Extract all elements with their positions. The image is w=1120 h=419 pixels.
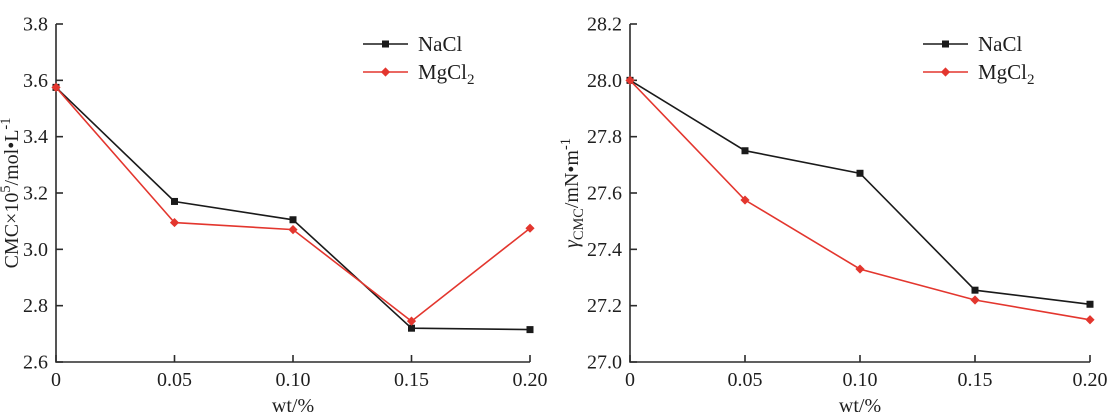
y-tick-label: 27.0 bbox=[587, 352, 622, 374]
series-line bbox=[629, 79, 1091, 321]
y-tick-label: 3.6 bbox=[23, 70, 48, 92]
marker-square bbox=[289, 216, 297, 224]
y-tick-label: 28.0 bbox=[587, 70, 622, 92]
y-tick-label: 3.8 bbox=[23, 14, 48, 36]
marker-diamond bbox=[625, 75, 635, 85]
legend-label: NaCl bbox=[978, 32, 1022, 56]
x-tick-label: 0 bbox=[625, 369, 635, 391]
x-tick-label: 0.10 bbox=[843, 369, 878, 391]
x-axis-label: wt/% bbox=[839, 395, 881, 417]
marker-square bbox=[382, 40, 389, 48]
x-axis-label: wt/% bbox=[272, 395, 314, 417]
marker-square bbox=[171, 197, 178, 205]
marker-diamond bbox=[406, 316, 417, 326]
marker-square bbox=[856, 169, 864, 177]
x-tick-label: 0.20 bbox=[513, 369, 548, 391]
legend: NaCl MgCl2 bbox=[923, 32, 1035, 88]
marker-square bbox=[408, 324, 415, 332]
marker-square bbox=[942, 40, 949, 48]
y-tick-label: 27.2 bbox=[587, 295, 622, 317]
marker-square bbox=[1086, 300, 1094, 308]
y-axis-label: γCMC/mN•m-1 bbox=[560, 138, 587, 248]
marker-diamond bbox=[169, 217, 180, 228]
y-tick-label: 27.8 bbox=[587, 126, 622, 148]
marker-diamond bbox=[855, 264, 865, 274]
marker-square bbox=[741, 147, 749, 155]
tick-labels: 2.6 2.8 3.0 3.2 3.4 3.6 3.8 0 0.05 0.10 0.15 0.20 bbox=[23, 14, 548, 392]
chart-surface-tension-canvas: 27.0 27.2 27.4 27.6 27.8 28.0 28.2 0 0.05 0.10 0.1… bbox=[560, 14, 1108, 418]
x-tick-label: 0.15 bbox=[958, 369, 993, 391]
chart-surface-tension: 27.0 27.2 27.4 27.6 27.8 28.0 28.2 0 0.05 0.10 0.1… bbox=[560, 0, 1120, 419]
marker-diamond bbox=[1085, 315, 1095, 325]
series-line bbox=[55, 86, 531, 323]
marker-diamond bbox=[51, 82, 61, 92]
x-tick-label: 0.05 bbox=[157, 369, 192, 391]
x-tick-label: 0.15 bbox=[394, 369, 429, 391]
legend-label: MgCl2 bbox=[978, 60, 1035, 88]
legend-label: MgCl2 bbox=[418, 60, 475, 88]
x-tick-label: 0.20 bbox=[1073, 369, 1108, 391]
y-tick-label: 2.6 bbox=[23, 352, 48, 374]
axes bbox=[55, 23, 531, 363]
marker-diamond bbox=[525, 223, 535, 233]
series-line bbox=[55, 86, 531, 331]
x-tick-label: 0.05 bbox=[728, 369, 763, 391]
marker-diamond bbox=[288, 225, 298, 235]
y-tick-label: 27.4 bbox=[587, 239, 622, 261]
y-tick-label: 2.8 bbox=[23, 295, 48, 317]
x-tick-label: 0 bbox=[51, 369, 61, 391]
legend: NaCl MgCl2 bbox=[363, 32, 475, 88]
y-tick-label: 28.2 bbox=[587, 14, 622, 36]
y-tick-label: 3.0 bbox=[23, 239, 48, 261]
y-tick-label: 3.2 bbox=[23, 183, 48, 205]
series-NaCl bbox=[52, 83, 534, 334]
marker-diamond bbox=[970, 295, 980, 305]
marker-diamond bbox=[380, 67, 391, 77]
marker-square bbox=[526, 326, 534, 334]
marker-square bbox=[971, 286, 979, 294]
legend-label: NaCl bbox=[418, 32, 462, 56]
tick-labels: 27.0 27.2 27.4 27.6 27.8 28.0 28.2 0 0.05 0.10 0.1… bbox=[587, 14, 1108, 392]
y-tick-label: 27.6 bbox=[587, 183, 622, 205]
series-MgCl2 bbox=[51, 82, 535, 326]
y-axis-label: CMC×105/mol•L-1 bbox=[0, 118, 23, 269]
marker-diamond bbox=[940, 67, 951, 77]
x-tick-label: 0.10 bbox=[276, 369, 311, 391]
marker-diamond bbox=[740, 195, 750, 205]
chart-cmc: 2.6 2.8 3.0 3.2 3.4 3.6 3.8 0 0.05 0.10 0.15 0.20 wt… bbox=[0, 14, 548, 418]
chart-cmc-canvas: 2.6 2.8 3.0 3.2 3.4 3.6 3.8 0 0.05 0.10 0.15 0.20 wt… bbox=[0, 14, 548, 418]
series-MgCl2 bbox=[625, 75, 1095, 325]
y-tick-label: 3.4 bbox=[23, 126, 48, 148]
